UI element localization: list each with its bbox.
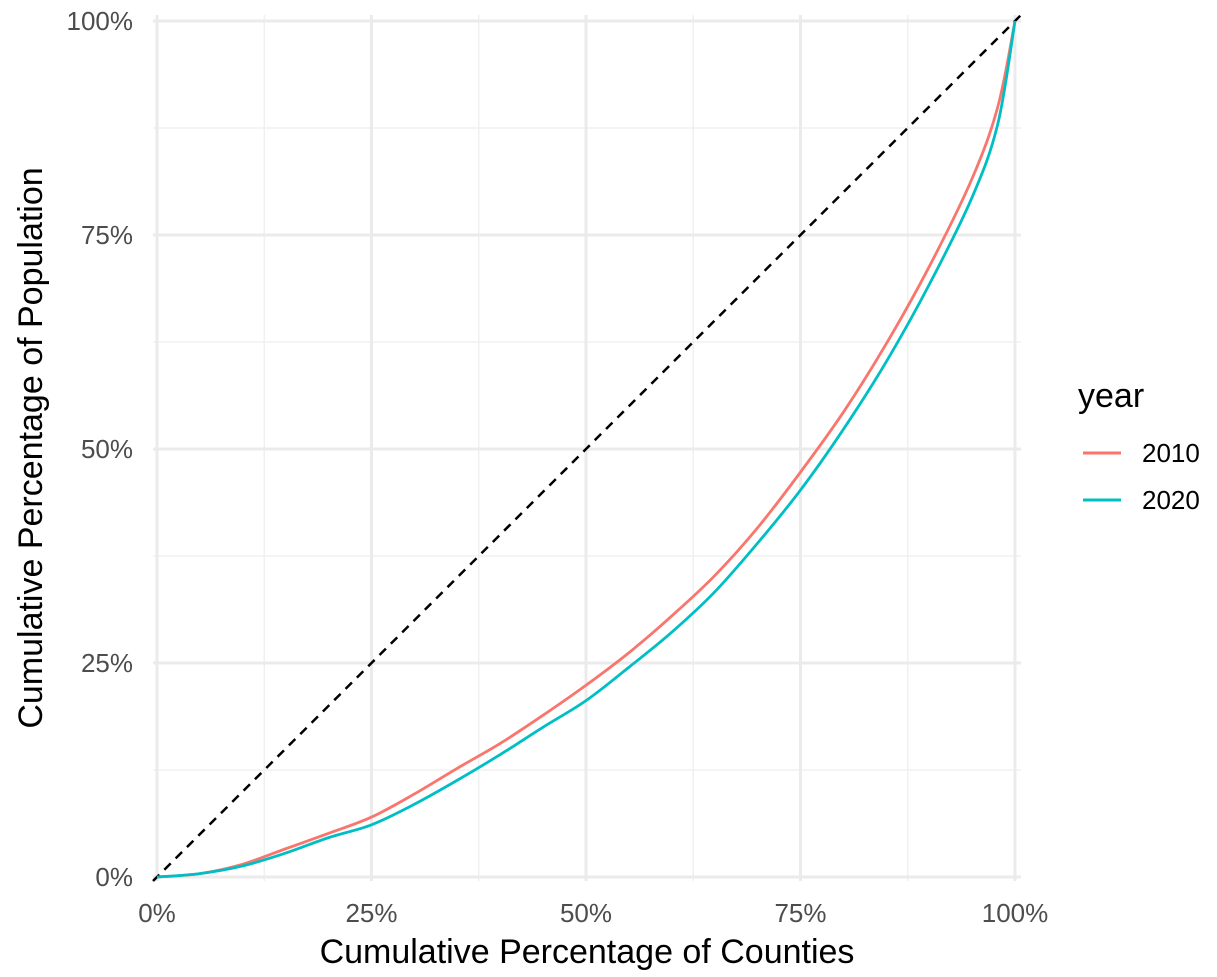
x-tick-label: 50% [560, 898, 612, 928]
legend: year 2010 2020 [1078, 377, 1200, 515]
y-axis-title: Cumulative Percentage of Population [12, 167, 50, 728]
y-tick-label: 50% [81, 434, 133, 464]
series-layer [156, 20, 1017, 879]
y-tick-label: 0% [95, 862, 133, 892]
legend-title: year [1078, 377, 1144, 415]
y-axis-ticks: 0% 25% 50% 75% 100% [67, 6, 134, 892]
y-tick-label: 25% [81, 648, 133, 678]
x-axis-ticks: 0% 25% 50% 75% 100% [138, 898, 1048, 928]
equality-line-layer [152, 14, 1022, 882]
y-tick-label: 100% [67, 6, 134, 36]
x-tick-label: 75% [774, 898, 826, 928]
equality-line [152, 14, 1022, 882]
x-axis-title: Cumulative Percentage of Counties [320, 933, 855, 971]
legend-label-2010: 2010 [1142, 438, 1200, 468]
series-line-2010 [156, 20, 1017, 879]
grid [153, 15, 1021, 881]
x-tick-label: 25% [345, 898, 397, 928]
series-line-2020 [156, 20, 1017, 879]
legend-label-2020: 2020 [1142, 485, 1200, 515]
x-tick-label: 0% [138, 898, 176, 928]
x-tick-label: 100% [982, 898, 1049, 928]
y-tick-label: 75% [81, 220, 133, 250]
